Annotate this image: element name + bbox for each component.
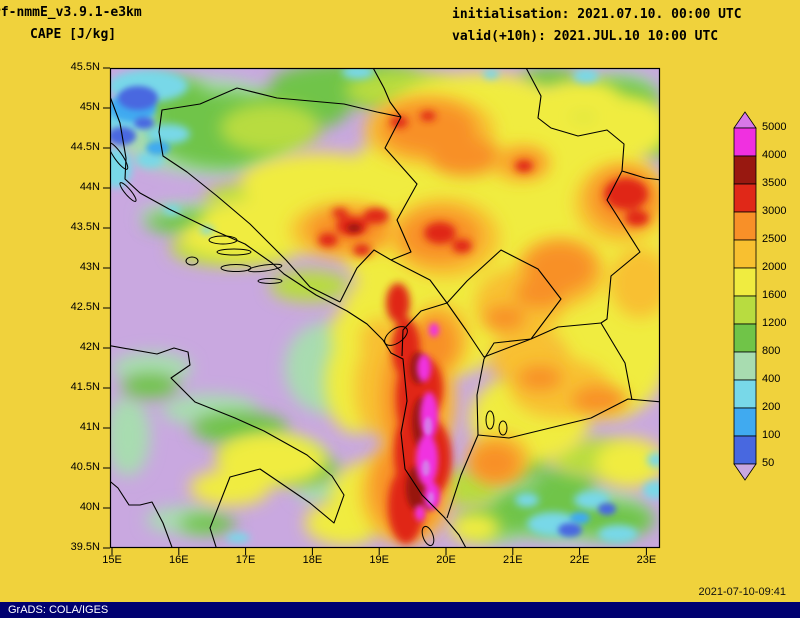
y-axis-label: 44.5N — [70, 141, 100, 153]
initialisation-time: initialisation: 2021.07.10. 00:00 UTC — [452, 7, 742, 22]
border-montenegro-bosnia — [339, 249, 392, 303]
colorbar-label: 200 — [762, 401, 781, 413]
coastline-balkan — [110, 95, 467, 548]
valid-time: valid(+10h): 2021.JUL.10 10:00 UTC — [452, 29, 719, 44]
x-axis-label: 17E — [235, 554, 256, 566]
lake-ohrid — [485, 410, 495, 430]
colorbar-label: 3000 — [762, 205, 787, 217]
border-romania-bulgaria — [621, 170, 660, 181]
border-serbia-romania — [525, 68, 625, 172]
x-axis-label: 20E — [436, 554, 456, 566]
colorbar-label: 2500 — [762, 233, 787, 245]
x-axis-label: 19E — [369, 554, 389, 566]
island-vis — [185, 256, 199, 266]
border-montenegro-serbia — [390, 259, 448, 304]
border-croatia-serbia — [372, 68, 402, 118]
model-title: rf-nmmE_v3.9.1-e3km — [0, 5, 142, 20]
border-macedonia-west — [476, 358, 485, 436]
border-albania-greece — [446, 434, 479, 519]
x-axis-label: 18E — [302, 554, 323, 566]
y-axis-label: 45N — [79, 101, 100, 113]
lake-skadar — [384, 326, 408, 346]
axis-ticks — [103, 67, 647, 555]
lake-prespa — [498, 420, 508, 436]
cape-level-50-100 — [110, 86, 616, 537]
island-brac — [208, 235, 238, 245]
y-axis-label: 41.5N — [70, 381, 100, 393]
x-axis-label: 23E — [636, 554, 657, 566]
border-drina — [384, 116, 418, 261]
colorbar-label: 1200 — [762, 317, 787, 329]
y-axis-label: 42N — [79, 341, 100, 353]
y-axis-label: 42.5N — [70, 301, 100, 313]
y-axis-label: 40.5N — [70, 461, 100, 473]
island-hvar — [216, 248, 252, 256]
y-axis-label: 44N — [79, 181, 100, 193]
x-axis-label: 15E — [102, 554, 122, 566]
y-axis-label: 40N — [79, 501, 100, 513]
y-axis-label: 43N — [79, 261, 100, 273]
y-axis-labels: 45.5N 45N 44.5N 44N 43.5N 43N 42.5N 42N 41.5N 41N… — [58, 0, 104, 618]
y-axis-label: 45.5N — [70, 61, 100, 73]
country-borders — [110, 68, 660, 548]
peninsula-peljesac — [247, 263, 283, 273]
grads-credit: GrADS: COLA/IGES — [8, 604, 109, 616]
generated-timestamp: 2021-07-10-09:41 — [698, 586, 786, 598]
island-corfu — [421, 525, 435, 547]
colorbar-label: 5000 — [762, 121, 787, 133]
x-axis-label: 16E — [169, 554, 189, 566]
colorbar-labels: 5000 4000 3500 3000 2500 2000 1600 1200 800 400 20… — [762, 112, 800, 492]
map-frame — [109, 67, 661, 549]
y-axis-label: 43.5N — [70, 221, 100, 233]
border-kosovo — [446, 249, 562, 358]
colorbar-label: 3500 — [762, 177, 787, 189]
colorbar-label: 800 — [762, 345, 781, 357]
islands-and-lakes — [110, 142, 508, 547]
y-axis-label: 41N — [79, 421, 100, 433]
coastline-italy-tyrrhenian — [110, 480, 173, 548]
cape-map — [103, 67, 661, 555]
x-axis-label: 21E — [503, 554, 523, 566]
colorbar-label: 400 — [762, 373, 781, 385]
border-croatia-bosnia — [158, 87, 341, 303]
colorbar-label: 100 — [762, 429, 781, 441]
cape-shading-field — [110, 68, 660, 548]
colorbar-label: 4000 — [762, 149, 787, 161]
y-axis-label: 39.5N — [70, 541, 100, 553]
island-pag — [110, 142, 129, 170]
footer-bar: GrADS: COLA/IGES — [0, 602, 800, 618]
colorbar-scale — [733, 111, 757, 481]
variable-title: CAPE [J/kg] — [30, 27, 117, 42]
colorbar-label: 50 — [762, 457, 775, 469]
colorbar-label: 1600 — [762, 289, 787, 301]
cape-level-over-5000 — [422, 417, 434, 504]
x-axis-label: 22E — [569, 554, 590, 566]
colorbar-label: 2000 — [762, 261, 787, 273]
x-axis-labels: 15E 16E 17E 18E 19E 20E 21E 22E 23E — [0, 554, 800, 570]
border-serbia-bulgaria — [600, 170, 641, 324]
border-macedonia-greece — [477, 398, 660, 439]
island-mljet — [257, 278, 283, 284]
border-macedonia-bulgaria — [600, 322, 633, 401]
coastline-italy-adriatic — [110, 345, 345, 548]
border-sava — [236, 87, 402, 118]
island-dugi-otok — [119, 182, 137, 202]
colorbar — [733, 111, 757, 481]
border-montenegro-albania — [401, 302, 448, 357]
